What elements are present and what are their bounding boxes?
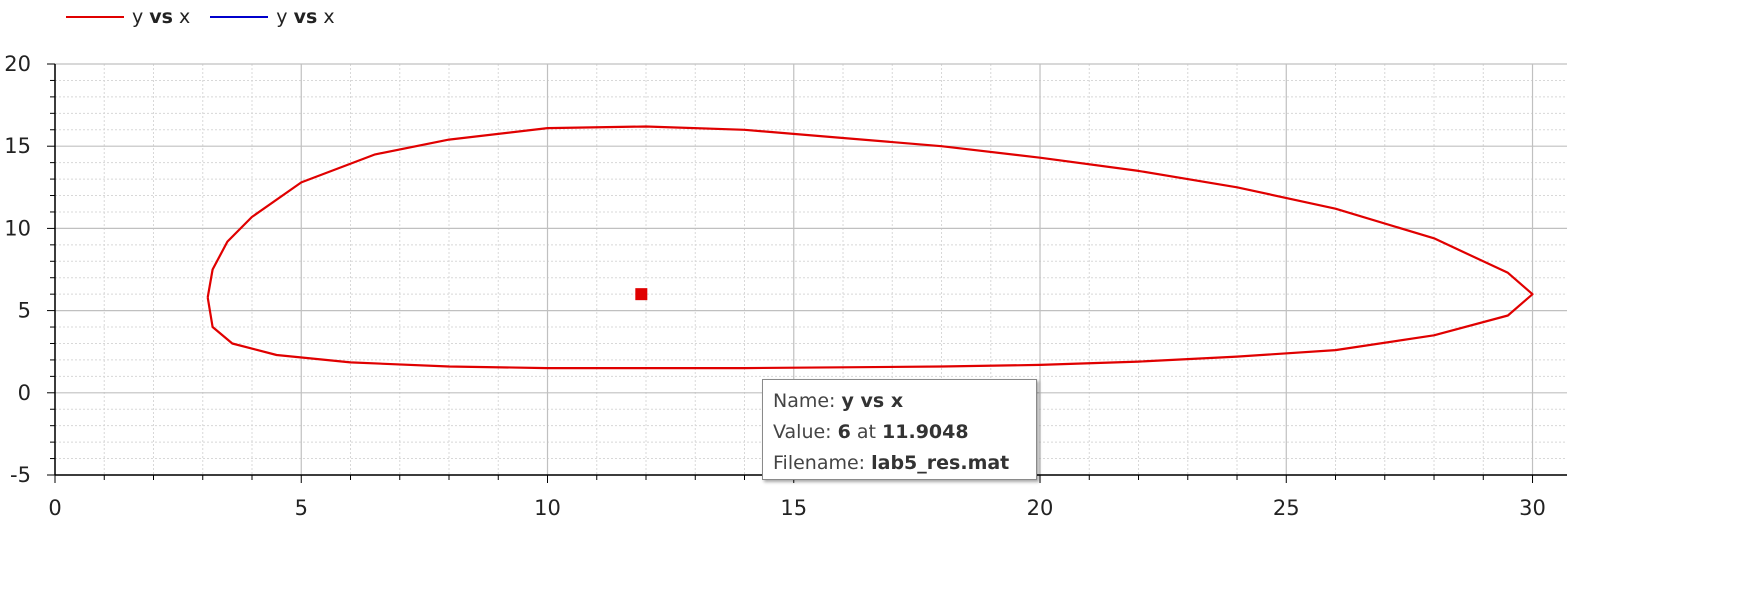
legend-label-post: x <box>179 6 191 28</box>
tooltip-value-label: Value: <box>773 421 832 443</box>
tooltip-value-x: 11.9048 <box>882 421 969 443</box>
y-tick-label: 10 <box>4 216 31 240</box>
legend-swatch-blue <box>210 16 269 18</box>
tooltip-value-row: Value: 6 at 11.9048 <box>773 417 1026 448</box>
y-tick-label: 5 <box>18 299 31 323</box>
tooltip-value-at: at <box>856 421 876 443</box>
legend-label-post: x <box>323 6 335 28</box>
tooltip-file-row: Filename: lab5_res.mat <box>773 448 1026 479</box>
y-tick-label: 20 <box>4 52 31 76</box>
legend-swatch-red <box>66 16 124 18</box>
tooltip-name-row: Name: y vs x <box>773 386 1026 417</box>
series-layer <box>206 125 1534 370</box>
x-tick-label: 10 <box>534 496 561 520</box>
legend-label-bold: vs <box>293 6 318 28</box>
y-tick-label: 0 <box>18 381 31 405</box>
x-tick-label: 25 <box>1273 496 1300 520</box>
legend-label-bold: vs <box>149 6 173 28</box>
legend-item-1[interactable]: y vs x <box>66 6 190 28</box>
tick-labels: 0 5 10 15 20 25 30 -5 0 5 10 15 20 <box>4 52 1546 520</box>
tooltip-name-label: Name: <box>773 390 836 412</box>
x-tick-label: 15 <box>780 496 807 520</box>
legend-item-2[interactable]: y vs x <box>210 6 335 28</box>
x-tick-label: 5 <box>295 496 308 520</box>
series-line-0 <box>206 125 1534 370</box>
tooltip-name-value: y vs x <box>841 390 904 412</box>
x-tick-label: 30 <box>1519 496 1546 520</box>
legend: y vs x y vs x <box>0 0 335 34</box>
x-tick-label: 0 <box>48 496 61 520</box>
y-tick-label: -5 <box>10 463 31 487</box>
legend-label-pre: y <box>276 6 288 28</box>
data-tooltip: Name: y vs x Value: 6 at 11.9048 Filenam… <box>762 379 1037 480</box>
tooltip-file-label: Filename: <box>773 452 866 474</box>
tooltip-value-y: 6 <box>837 421 851 443</box>
y-tick-label: 15 <box>4 134 31 158</box>
legend-label-pre: y <box>132 6 144 28</box>
tooltip-file-value: lab5_res.mat <box>871 452 1010 474</box>
data-point-marker <box>635 288 648 301</box>
x-tick-label: 20 <box>1027 496 1054 520</box>
